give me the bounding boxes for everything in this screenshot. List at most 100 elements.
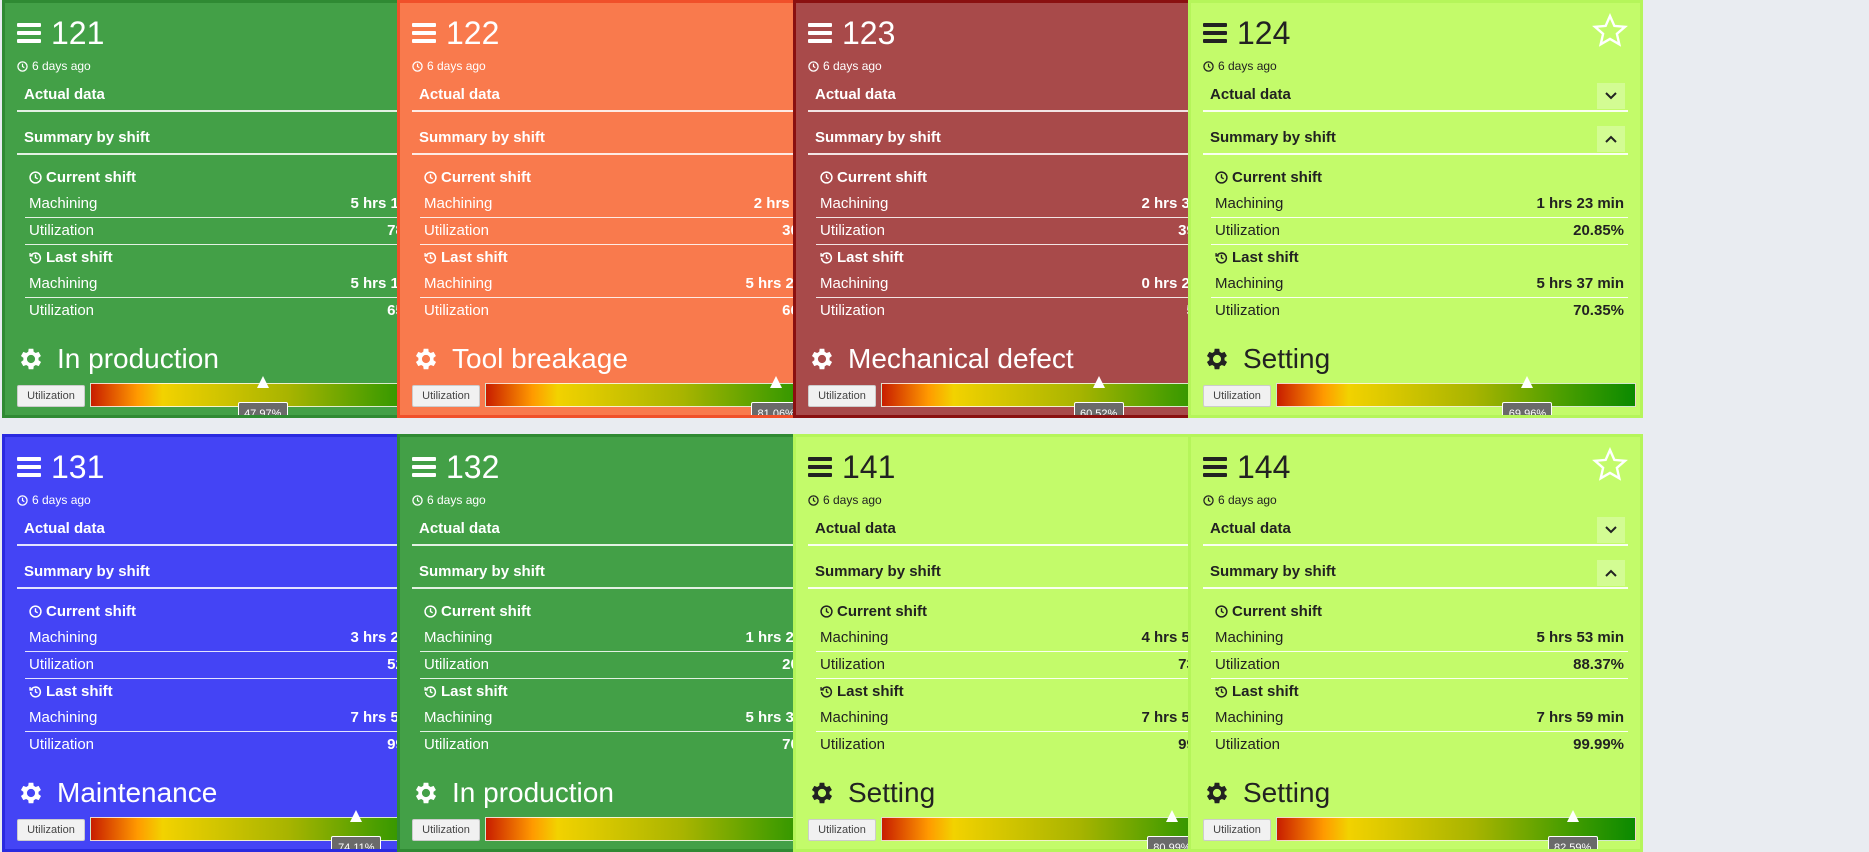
table-row: Machining 5 hrs 53 min [1211,625,1628,652]
last-shift-label: Last shift [1232,249,1299,266]
shift-summary-table: Current shift Machining 2 hrs 39 min Uti… [816,165,1233,324]
utilization-tag: Utilization [1203,819,1271,841]
star-icon[interactable] [1592,13,1628,49]
gauge-value-label: 69.96% [1502,402,1553,415]
collapse-button[interactable] [1597,126,1625,152]
summary-by-shift-accordion[interactable]: Summary by shift [412,121,837,155]
current-shift-label: Current shift [1232,169,1322,186]
utilization-tag: Utilization [412,385,480,407]
machine-status: In production [412,775,614,811]
machining-label: Machining [1215,709,1284,726]
actual-data-accordion[interactable]: Actual data [1203,512,1628,546]
machine-card-144[interactable]: 144 6 days ago Actual data Summary by sh… [1188,434,1643,852]
utilization-label: Utilization [29,222,95,239]
clock-icon [17,61,28,72]
table-row: Machining 5 hrs 15 min [25,271,442,298]
table-row: Utilization 52.35% [25,652,442,679]
current-shift-heading: Current shift [420,599,837,625]
actual-data-accordion[interactable]: Actual data [17,512,442,546]
menu-icon[interactable] [17,23,41,43]
utilization-label: Utilization [820,736,886,753]
current-shift-label: Current shift [46,169,136,186]
last-update: 6 days ago [17,59,91,73]
last-update-text: 6 days ago [823,493,882,507]
actual-data-label: Actual data [1210,520,1291,537]
clock-icon [412,495,423,506]
utilization-tag: Utilization [17,819,85,841]
menu-icon[interactable] [412,23,436,43]
last-update-text: 6 days ago [427,59,486,73]
summary-by-shift-label: Summary by shift [24,129,150,146]
clock-icon [808,495,819,506]
actual-data-accordion[interactable]: Actual data [1203,78,1628,112]
menu-icon[interactable] [1203,23,1227,43]
actual-data-accordion[interactable]: Actual data [808,78,1233,112]
machine-card-123[interactable]: 123 6 days ago Actual data Summary by sh… [793,0,1248,418]
utilization-label: Utilization [29,736,95,753]
machining-label: Machining [1215,195,1284,212]
summary-by-shift-label: Summary by shift [815,129,941,146]
expand-button[interactable] [1597,517,1625,543]
machine-status: Tool breakage [412,341,628,377]
last-shift-heading: Last shift [816,679,1233,705]
clock-icon [17,495,28,506]
utilization-tag: Utilization [808,819,876,841]
table-row: Utilization 20.85% [1211,218,1628,245]
gear-icon [811,782,833,804]
machine-id: 144 [1237,449,1291,485]
last-update: 6 days ago [412,59,486,73]
summary-by-shift-accordion[interactable]: Summary by shift [17,555,442,589]
gauge-value-label: 60.52% [1073,402,1124,415]
machine-id: 122 [446,15,500,51]
actual-data-label: Actual data [24,86,105,103]
summary-by-shift-accordion[interactable]: Summary by shift [412,555,837,589]
menu-icon[interactable] [17,457,41,477]
machine-card-121[interactable]: 121 6 days ago Actual data Summary by sh… [2,0,457,418]
table-row: Machining 5 hrs 37 min [1211,271,1628,298]
collapse-button[interactable] [1597,560,1625,586]
machine-card-131[interactable]: 131 6 days ago Actual data Summary by sh… [2,434,457,852]
menu-icon[interactable] [808,23,832,43]
summary-by-shift-accordion[interactable]: Summary by shift [1203,121,1628,155]
machine-id: 141 [842,449,896,485]
menu-icon[interactable] [808,457,832,477]
menu-icon[interactable] [412,457,436,477]
actual-data-label: Actual data [419,520,500,537]
status-text: Setting [1243,343,1331,374]
actual-data-accordion[interactable]: Actual data [17,78,442,112]
summary-by-shift-accordion[interactable]: Summary by shift [808,121,1233,155]
summary-by-shift-accordion[interactable]: Summary by shift [17,121,442,155]
current-shift-label: Current shift [441,603,531,620]
summary-by-shift-accordion[interactable]: Summary by shift [1203,555,1628,589]
history-icon [1215,686,1228,698]
table-row: Utilization 70.35% [420,732,837,758]
machine-card-122[interactable]: 122 6 days ago Actual data Summary by sh… [397,0,852,418]
card-header: 121 [17,13,442,53]
machine-card-132[interactable]: 132 6 days ago Actual data Summary by sh… [397,434,852,852]
table-row: Machining 2 hrs 39 min [816,191,1233,218]
last-shift-label: Last shift [46,683,113,700]
machine-card-124[interactable]: 124 6 days ago Actual data Summary by sh… [1188,0,1643,418]
star-icon[interactable] [1592,447,1628,483]
actual-data-accordion[interactable]: Actual data [808,512,1233,546]
summary-by-shift-accordion[interactable]: Summary by shift [808,555,1233,589]
gauge-value-label: 74.11% [331,836,382,849]
status-text: In production [57,343,219,374]
current-shift-label: Current shift [837,169,927,186]
actual-data-accordion[interactable]: Actual data [412,512,837,546]
last-update-text: 6 days ago [427,493,486,507]
actual-data-accordion[interactable]: Actual data [412,78,837,112]
last-update: 6 days ago [1203,493,1277,507]
current-shift-heading: Current shift [420,165,837,191]
summary-by-shift-label: Summary by shift [24,563,150,580]
expand-button[interactable] [1597,83,1625,109]
machine-card-141[interactable]: 141 6 days ago Actual data Summary by sh… [793,434,1248,852]
table-row: Utilization 99.99% [816,732,1233,758]
current-shift-label: Current shift [1232,603,1322,620]
menu-icon[interactable] [1203,457,1227,477]
clock-icon [424,605,437,618]
history-icon [820,686,833,698]
utilization-gauge: 60.52% [881,376,1241,415]
last-shift-label: Last shift [837,249,904,266]
shift-summary-table: Current shift Machining 5 hrs 13 min Uti… [25,165,442,324]
